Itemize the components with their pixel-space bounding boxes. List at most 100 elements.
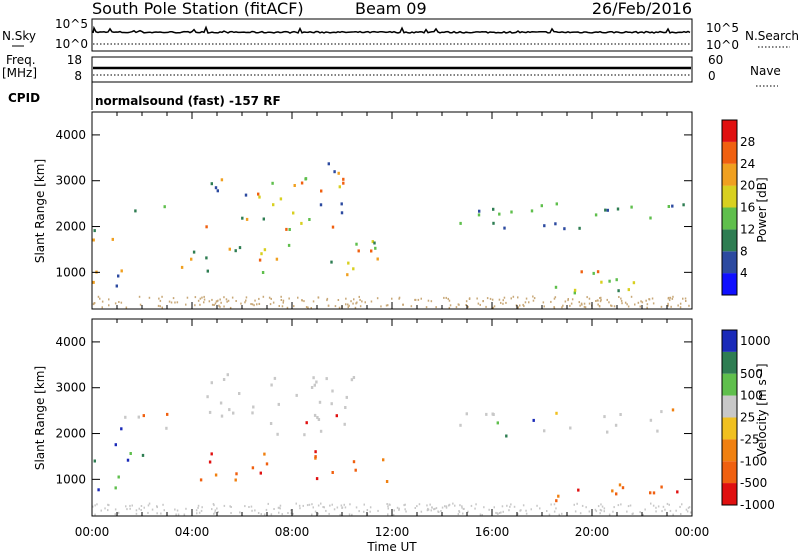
noise-cell: [114, 302, 117, 305]
noise-cell: [571, 298, 574, 301]
noise-cell: [679, 306, 682, 309]
noise-cell: [601, 505, 604, 508]
nave-label: Nave: [750, 64, 781, 78]
velocity-frame: [91, 318, 693, 517]
scatter-cell: [220, 178, 224, 182]
noise-cell: [140, 505, 143, 507]
noise-cell: [101, 300, 104, 303]
scatter-cell: [272, 203, 275, 207]
scatter-cell: [671, 204, 674, 208]
noise-cell: [299, 507, 301, 510]
colorbar-tick-label: 100: [740, 389, 763, 403]
scatter-cell: [342, 177, 345, 181]
scatter-cell: [120, 269, 123, 273]
cpid-text: normalsound (fast) -157 RF: [95, 94, 281, 108]
noise-cell: [214, 509, 217, 512]
scatter-cell: [492, 413, 495, 416]
scatter-cell: [210, 182, 213, 186]
scatter-cell: [265, 462, 269, 466]
noise-cell: [369, 510, 371, 513]
scatter-cell: [313, 413, 317, 417]
noise-cell: [281, 305, 284, 308]
noise-cell: [629, 504, 632, 507]
noise-cell: [151, 508, 154, 511]
noise-cell: [542, 301, 545, 304]
noise-cell: [493, 305, 496, 308]
noise-cell: [183, 513, 186, 516]
noise-cell: [326, 297, 329, 300]
scatter-cell: [354, 468, 357, 472]
scatter-cell: [222, 378, 226, 381]
noise-cell: [502, 302, 504, 305]
noise-cell: [308, 503, 311, 506]
noise-cell: [445, 505, 448, 508]
scatter-cell: [251, 466, 255, 470]
scatter-cell: [596, 270, 600, 274]
scatter-cell: [111, 237, 114, 241]
scatter-cell: [569, 426, 572, 430]
noise-cell: [260, 513, 262, 516]
noise-cell: [278, 305, 280, 307]
power-colorbar: 4 8 12 16 20 24 28: [721, 119, 755, 296]
noise-cell: [354, 306, 357, 309]
noise-cell: [639, 305, 641, 308]
noise-cell: [97, 295, 100, 298]
noise-cell: [212, 503, 215, 505]
noise-cell: [387, 505, 389, 508]
noise-cell: [131, 504, 133, 507]
noise-cell: [486, 297, 489, 300]
noise-cell: [427, 299, 430, 302]
scatter-cell: [124, 415, 127, 419]
noise-cell: [458, 303, 460, 306]
noise-cell: [588, 302, 591, 305]
noise-cell: [225, 298, 228, 301]
xtick-label: 12:00: [375, 525, 410, 539]
scatter-cell: [578, 226, 581, 230]
noise-cell: [646, 306, 648, 309]
noise-cell: [148, 502, 151, 505]
noise-cell: [340, 504, 343, 507]
scatter-cell: [331, 471, 334, 474]
noise-cell: [230, 506, 232, 508]
noise-cell: [457, 513, 460, 516]
noise-cell: [561, 512, 563, 515]
noise-cell: [467, 305, 469, 308]
scatter-cell: [594, 213, 598, 217]
noise-cell: [492, 306, 494, 309]
noise-cell: [197, 504, 200, 507]
noise-cell: [503, 296, 506, 299]
scatter-cell: [180, 265, 184, 269]
noise-cell: [107, 503, 109, 506]
noise-cell: [573, 503, 575, 506]
scatter-cell: [300, 221, 303, 225]
noise-cell: [630, 295, 633, 298]
noise-cell: [523, 305, 525, 308]
noise-cell: [273, 508, 275, 510]
noise-cell: [107, 509, 109, 512]
noise-cell: [214, 511, 216, 514]
noise-cell: [199, 303, 201, 306]
scatter-cell: [347, 261, 350, 265]
noise-cell: [334, 305, 337, 308]
noise-cell: [218, 304, 220, 307]
noise-cell: [425, 306, 428, 309]
noise-cell: [448, 299, 451, 302]
scatter-cell: [93, 229, 96, 233]
noise-cell: [347, 303, 349, 306]
noise-cell: [459, 504, 461, 507]
scatter-cell: [318, 400, 322, 404]
noise-cell: [482, 300, 484, 302]
noise-cell: [268, 296, 271, 299]
noise-cell: [506, 504, 508, 507]
noise-cell: [434, 507, 436, 510]
scatter-cell: [319, 429, 323, 433]
noise-cell: [162, 503, 164, 506]
freq-tick-bottom: 8: [74, 69, 82, 83]
noise-cell: [443, 296, 445, 299]
noise-cell: [355, 302, 357, 305]
scatter-cell: [649, 216, 652, 220]
noise-cell: [483, 506, 485, 509]
noise-cell: [672, 295, 674, 298]
noise-cell: [305, 306, 308, 308]
scatter-cell: [241, 216, 244, 220]
